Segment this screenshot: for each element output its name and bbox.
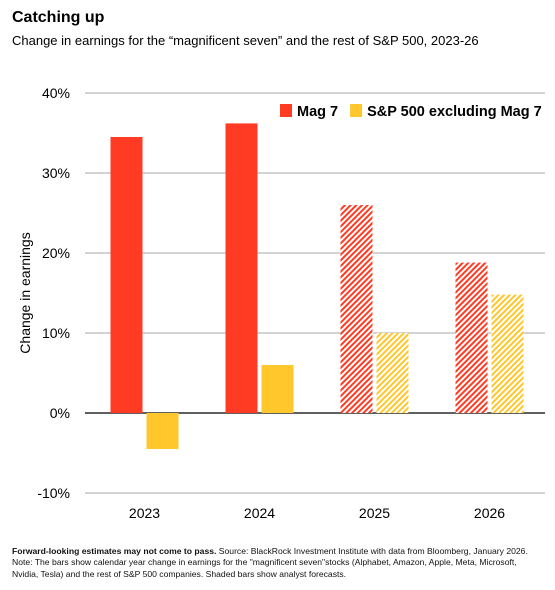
bars <box>110 123 524 449</box>
y-tick-label: 0% <box>50 405 70 421</box>
x-tick-label: 2024 <box>244 505 275 521</box>
y-tick-label: 30% <box>42 165 70 181</box>
bar-mag7-2023 <box>110 137 143 413</box>
legend: Mag 7 S&P 500 excluding Mag 7 <box>280 104 542 120</box>
axes: -10% 0% 10% 20% 30% 40% Change in earnings 2023… <box>17 85 505 521</box>
footnote-text: Source: BlackRock Investment Institute w… <box>12 546 528 579</box>
bar-sp500-ex-mag7-2025 <box>376 333 409 413</box>
y-axis-label: Change in earnings <box>17 232 33 353</box>
y-tick-label: 10% <box>42 325 70 341</box>
y-tick-label: -10% <box>37 485 70 501</box>
bar-chart: -10% 0% 10% 20% 30% 40% Change in earnings 2023… <box>17 85 545 521</box>
bar-sp500-ex-mag7-2026 <box>491 294 524 413</box>
chart-title: Catching up <box>12 9 105 26</box>
footnote-lead: Forward-looking estimates may not come t… <box>12 546 217 556</box>
y-tick-label: 20% <box>42 245 70 261</box>
legend-swatch <box>280 104 292 117</box>
bar-mag7-2024 <box>225 123 258 414</box>
bar-mag7-2025 <box>340 205 373 413</box>
x-tick-label: 2023 <box>129 505 160 521</box>
bar-mag7-2026 <box>455 262 488 413</box>
x-tick-label: 2026 <box>474 505 505 521</box>
chart-subtitle: Change in earnings for the “magnificent … <box>12 33 479 48</box>
x-tick-label: 2025 <box>359 505 390 521</box>
bar-sp500-ex-mag7-2023 <box>146 413 179 449</box>
legend-swatch <box>350 104 363 117</box>
legend-label: Mag 7 <box>297 104 338 120</box>
bar-sp500-ex-mag7-2024 <box>261 365 294 413</box>
y-tick-label: 40% <box>42 85 70 101</box>
footnote: Forward-looking estimates may not come t… <box>12 546 542 580</box>
legend-label: S&P 500 excluding Mag 7 <box>367 104 542 120</box>
